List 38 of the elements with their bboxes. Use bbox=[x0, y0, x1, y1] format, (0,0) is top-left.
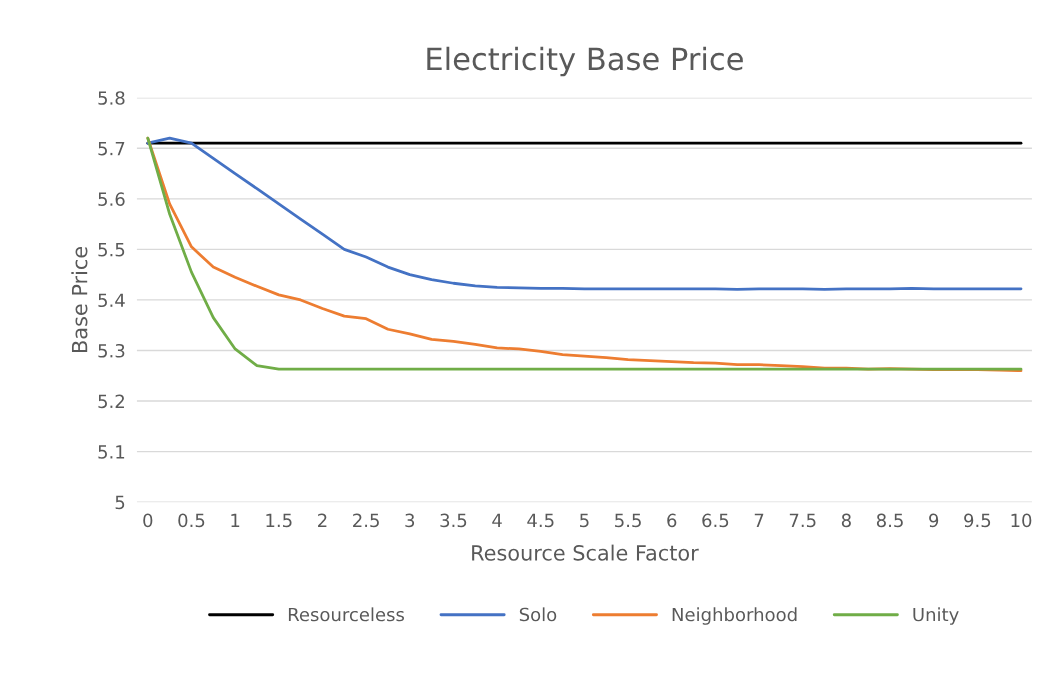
x-tick-label: 6.5 bbox=[702, 513, 729, 528]
legend-label: Resourceless bbox=[288, 607, 405, 622]
x-tick-label: 5.5 bbox=[615, 513, 641, 528]
x-tick-label: 5 bbox=[580, 513, 589, 528]
x-tick-label: 1 bbox=[231, 513, 240, 527]
x-tick-label: 9.5 bbox=[964, 513, 991, 528]
y-tick-label: 5.3 bbox=[98, 343, 125, 358]
x-tick-label: 9 bbox=[929, 513, 939, 528]
x-axis-title: Resource Scale Factor bbox=[472, 544, 699, 561]
line-series bbox=[146, 136, 1023, 291]
y-tick-label: 5.7 bbox=[98, 141, 125, 156]
y-axis-title: Base Price bbox=[71, 246, 88, 352]
x-tick-label: 6 bbox=[667, 513, 677, 528]
x-tick-label: 7 bbox=[754, 513, 764, 527]
y-tick-label: 5.2 bbox=[98, 394, 124, 409]
x-tick-label: 3.5 bbox=[440, 513, 467, 528]
y-tick-label: 5.5 bbox=[98, 243, 125, 257]
chart-title: Electricity Base Price bbox=[427, 46, 743, 77]
x-tick-label: 4 bbox=[492, 513, 502, 527]
x-tick-label: 2.5 bbox=[353, 513, 379, 528]
x-tick-label: 0 bbox=[143, 513, 153, 528]
legend-label: Unity bbox=[913, 607, 959, 625]
x-tick-label: 7.5 bbox=[789, 513, 816, 528]
legend-label: Neighborhood bbox=[672, 607, 797, 625]
x-tick-label: 8 bbox=[841, 513, 851, 528]
y-tick-label: 5.4 bbox=[98, 293, 125, 308]
x-tick-label: 1.5 bbox=[266, 513, 292, 528]
x-tick-label: 10 bbox=[1011, 513, 1032, 528]
y-tick-label: 5 bbox=[115, 495, 125, 510]
y-tick-label: 5.8 bbox=[98, 91, 125, 105]
x-tick-label: 4.5 bbox=[527, 513, 554, 528]
x-tick-label: 8.5 bbox=[876, 513, 903, 528]
y-tick-label: 5.6 bbox=[98, 192, 125, 206]
x-tick-label: 2 bbox=[318, 513, 327, 527]
x-tick-label: 0.5 bbox=[178, 513, 205, 528]
legend-label: Solo bbox=[519, 607, 557, 622]
y-tick-label: 5.1 bbox=[98, 445, 125, 459]
x-tick-label: 3 bbox=[405, 513, 415, 528]
